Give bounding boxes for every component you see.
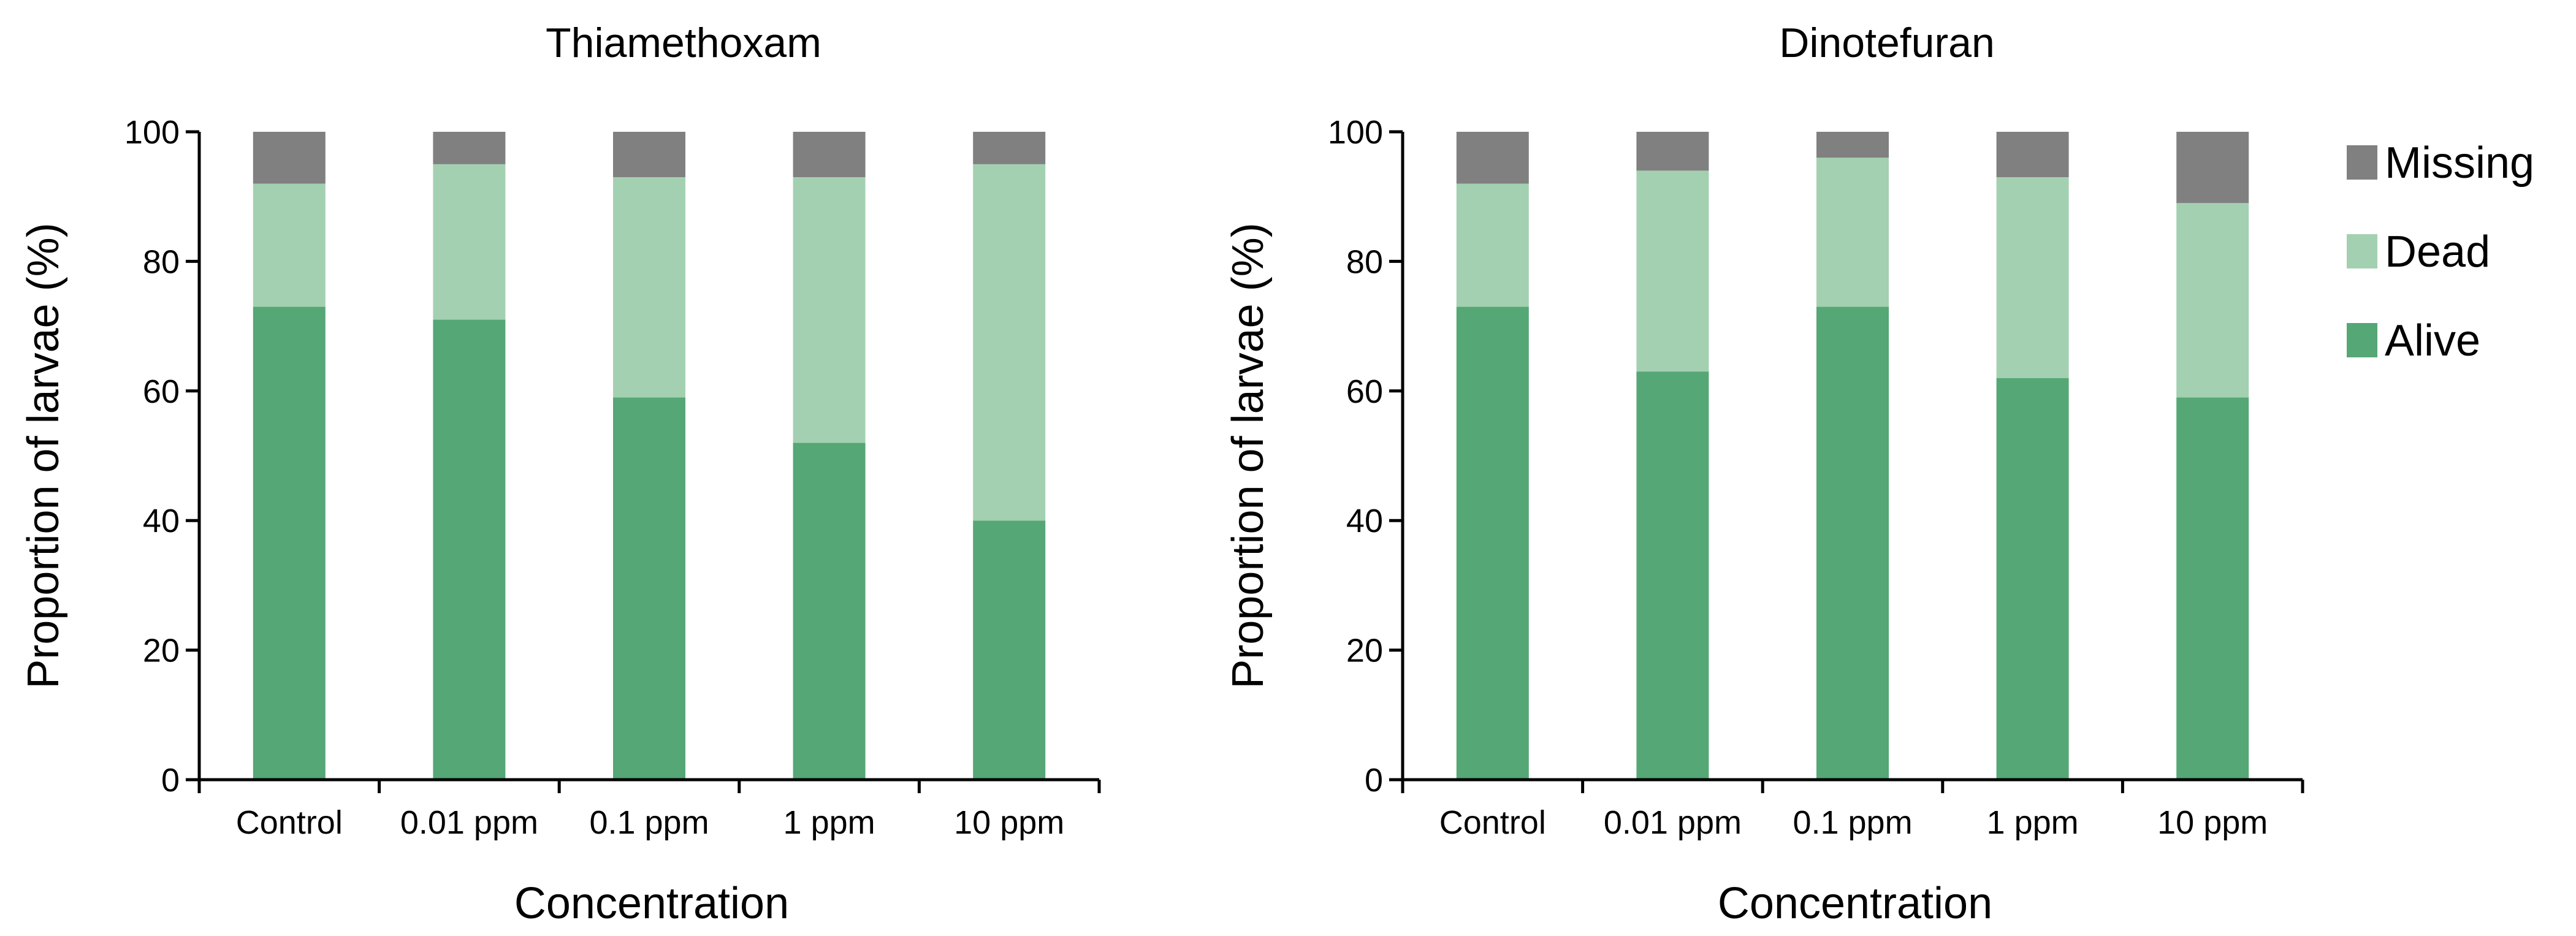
x-tick-label: 1 ppm [783,804,875,841]
x-tick-label: 10 ppm [954,804,1064,841]
bar-missing-2 [613,132,685,177]
chart-dinotefuran: Dinotefuran Control 0.01 ppm 0.1 ppm 1 ppm 10… [1224,20,2304,928]
x-axis-label: Concentration [1718,879,1992,928]
bar-dead-1 [1636,170,1709,372]
chart-title: Dinotefuran [1779,20,1995,66]
bar-dead-3 [793,177,866,443]
bar-missing-4 [973,132,1046,164]
bar-dead-3 [1996,177,2069,378]
bar-alive-4 [973,520,1046,780]
legend-swatch-missing [2347,145,2377,180]
y-tick-label: 20 [143,633,180,669]
bar-alive-4 [2176,397,2249,780]
x-axis-label: Concentration [514,879,789,928]
bar-dead-1 [433,164,506,320]
y-tick-label: 40 [143,503,180,539]
bar-dead-2 [613,177,685,398]
legend-label-alive: Alive [2385,316,2480,365]
bar-alive-2 [613,397,685,780]
bar-missing-0 [253,132,326,184]
x-tick-label: 0.01 ppm [400,804,538,841]
y-tick-label: 60 [143,373,180,410]
bar-alive-0 [253,306,326,780]
x-tick-label: 0.1 ppm [589,804,709,841]
bar-dead-0 [1456,183,1529,307]
bar-missing-1 [1636,132,1709,171]
y-tick-label: 60 [1346,373,1383,410]
bar-alive-0 [1456,306,1529,780]
legend-swatch-alive [2347,323,2377,357]
bar-alive-3 [1996,378,2069,780]
x-tick-label: Control [1439,804,1546,841]
legend-label-dead: Dead [2385,227,2490,276]
y-tick-label: 100 [1328,114,1383,151]
bar-missing-0 [1456,132,1529,184]
bar-alive-1 [1636,371,1709,780]
bar-missing-3 [793,132,866,177]
y-tick-label: 0 [161,762,180,799]
y-tick-label: 80 [143,243,180,280]
bar-alive-1 [433,319,506,780]
bar-dead-2 [1816,158,1889,307]
x-tick-label: 0.1 ppm [1793,804,1912,841]
bar-missing-4 [2176,132,2249,204]
legend-swatch-dead [2347,234,2377,268]
y-axis-label: Proportion of larvae (%) [19,223,68,688]
y-tick-label: 0 [1365,762,1383,799]
y-tick-label: 100 [124,114,180,151]
chart-title: Thiamethoxam [546,20,821,66]
x-tick-label: Control [236,804,343,841]
legend-label-missing: Missing [2385,139,2534,188]
bar-alive-3 [793,443,866,780]
bar-dead-4 [973,164,1046,521]
y-tick-label: 40 [1346,503,1383,539]
bar-dead-0 [253,183,326,307]
bar-missing-3 [1996,132,2069,177]
bar-alive-2 [1816,306,1889,780]
x-tick-label: 10 ppm [2157,804,2268,841]
bar-dead-4 [2176,203,2249,398]
y-tick-label: 80 [1346,243,1383,280]
x-tick-label: 0.01 ppm [1604,804,1742,841]
chart-thiamethoxam: Thiamethoxam Control 0.01 ppm 0.1 ppm 1 ppm 1… [19,20,1101,928]
bar-missing-1 [433,132,506,164]
y-tick-label: 20 [1346,633,1383,669]
legend: Missing Dead Alive [2347,139,2534,365]
y-axis-label: Proportion of larvae (%) [1224,223,1273,688]
x-tick-label: 1 ppm [1987,804,2079,841]
bar-missing-2 [1816,132,1889,158]
